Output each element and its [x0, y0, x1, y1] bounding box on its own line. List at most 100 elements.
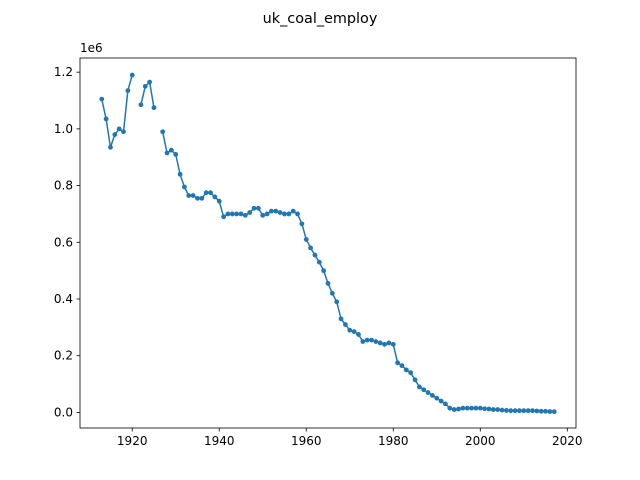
data-point	[108, 144, 113, 150]
data-point	[360, 339, 366, 344]
data-point	[312, 252, 318, 258]
data-point	[229, 211, 235, 217]
data-point	[316, 259, 322, 265]
data-point	[238, 211, 244, 217]
data-point	[225, 211, 231, 217]
data-point	[112, 132, 118, 137]
data-point	[147, 79, 153, 85]
data-point	[421, 387, 427, 393]
data-point	[99, 96, 105, 102]
data-point	[255, 205, 261, 211]
data-point	[282, 211, 287, 217]
data-point	[386, 340, 392, 346]
data-point	[443, 401, 448, 407]
data-point	[177, 171, 183, 177]
data-point	[325, 281, 331, 286]
y-tick-label: 0.6	[54, 235, 73, 249]
data-point	[412, 377, 418, 383]
data-point	[512, 408, 518, 414]
x-tick-label: 1920	[117, 434, 148, 448]
data-point	[369, 337, 374, 343]
data-point	[464, 405, 470, 411]
data-point	[321, 268, 327, 274]
data-point	[373, 339, 379, 344]
data-point	[286, 211, 292, 217]
data-point	[295, 211, 300, 217]
x-tick-label: 2020	[552, 434, 583, 448]
data-point	[425, 390, 431, 395]
data-point	[168, 147, 174, 153]
data-point	[203, 190, 209, 196]
data-point	[125, 88, 131, 94]
data-point	[195, 195, 200, 201]
data-point	[460, 405, 466, 411]
axes-frame	[79, 57, 577, 429]
data-point	[456, 406, 461, 412]
data-point	[382, 341, 387, 347]
data-point	[447, 405, 453, 411]
data-point	[343, 322, 348, 327]
data-point	[495, 407, 501, 412]
data-point	[543, 408, 548, 414]
data-point	[525, 408, 531, 414]
data-point	[151, 105, 157, 111]
data-point	[521, 408, 527, 414]
data-point	[212, 194, 218, 200]
y-tick-label: 1.0	[54, 122, 73, 136]
x-tick-label: 1940	[204, 434, 235, 448]
y-tick-label: 0.4	[54, 292, 73, 306]
data-point	[347, 327, 353, 333]
data-point	[530, 408, 535, 414]
data-point	[469, 405, 474, 411]
data-point	[299, 221, 305, 227]
data-point	[129, 72, 135, 78]
data-point	[395, 360, 401, 366]
data-point	[351, 329, 357, 334]
x-tick-label: 2000	[465, 434, 496, 448]
data-point	[538, 408, 544, 414]
data-point	[234, 211, 240, 217]
plot-area	[99, 72, 557, 415]
data-point	[264, 211, 270, 217]
x-tick-label: 1980	[378, 434, 409, 448]
y-offset-label: 1e6	[80, 41, 103, 55]
data-point	[364, 337, 370, 343]
data-point	[356, 332, 361, 337]
data-point	[116, 126, 122, 132]
data-point	[499, 407, 505, 413]
data-point	[551, 409, 557, 415]
x-tick-label: 1960	[291, 434, 322, 448]
data-point	[517, 408, 522, 414]
data-point	[430, 392, 435, 398]
data-point	[303, 237, 309, 242]
data-point	[408, 370, 414, 376]
data-point	[260, 212, 266, 218]
data-point	[482, 406, 488, 412]
series-line	[101, 74, 133, 149]
data-point	[377, 340, 383, 346]
data-point	[308, 245, 313, 251]
data-point	[338, 316, 344, 322]
y-tick-label: 0.0	[54, 405, 73, 419]
data-point	[121, 129, 126, 135]
data-point	[103, 116, 109, 122]
data-point	[486, 406, 492, 412]
data-point	[199, 195, 205, 201]
data-point	[138, 102, 144, 108]
data-point	[216, 198, 222, 204]
data-point	[173, 152, 179, 157]
chart-title: uk_coal_employ	[263, 11, 378, 27]
data-point	[329, 290, 335, 296]
data-point	[547, 409, 553, 414]
data-point	[399, 363, 405, 369]
y-tick-label: 0.2	[54, 349, 73, 363]
data-point	[269, 208, 274, 214]
y-tick-label: 1.2	[54, 65, 73, 79]
data-point	[508, 408, 514, 414]
data-point	[182, 184, 187, 190]
data-point	[451, 407, 457, 412]
series-line	[140, 81, 155, 108]
y-tick-label: 0.8	[54, 179, 73, 193]
